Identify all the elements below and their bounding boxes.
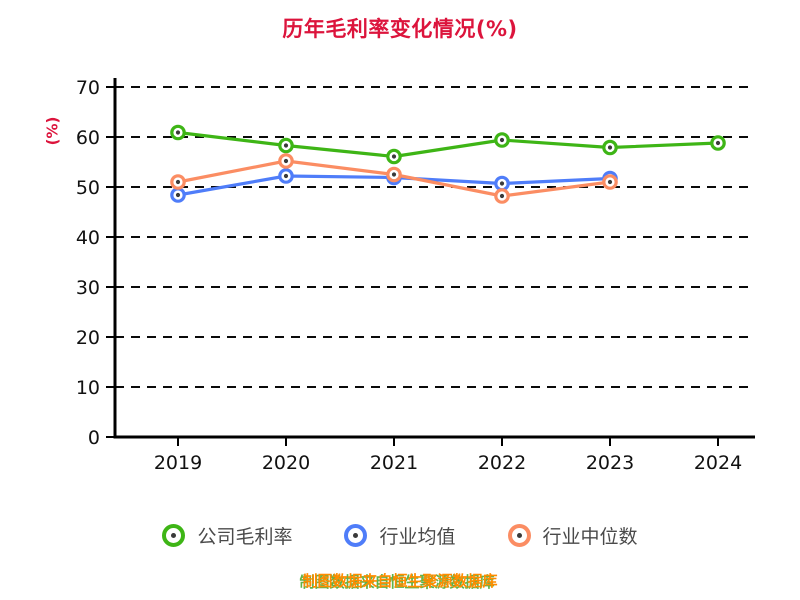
legend-marker-icon (507, 524, 531, 547)
y-tick-label: 60 (76, 127, 100, 149)
legend-label: 行业均值 (379, 526, 456, 548)
legend-marker-icon (344, 524, 368, 547)
y-tick-label: 0 (88, 427, 100, 449)
x-tick-label: 2019 (154, 452, 202, 474)
y-tick-label: 70 (76, 77, 100, 99)
legend-marker-dot (353, 533, 359, 538)
legend-label: 公司毛利率 (197, 526, 293, 548)
legend-marker-dot (171, 533, 177, 538)
legend-label: 行业中位数 (542, 526, 638, 548)
series-公司毛利率 (170, 124, 726, 165)
data-point-center-dot (175, 130, 181, 135)
data-point-center-dot (283, 158, 289, 164)
x-tick-label: 2021 (370, 452, 418, 474)
data-point-center-dot (391, 172, 397, 177)
data-point-center-dot (175, 179, 181, 185)
y-tick-label: 20 (76, 327, 100, 349)
x-tick-label: 2023 (586, 452, 634, 474)
x-tick-label: 2022 (478, 452, 526, 474)
data-point-center-dot (499, 193, 505, 199)
y-tick-label: 50 (76, 177, 100, 199)
data-point-center-dot (175, 192, 181, 198)
legend: 公司毛利率 行业均值 行业中位数 (0, 522, 800, 549)
y-tick-label: 40 (76, 227, 100, 249)
data-source-note: 制图数据来自恒生聚源数据库 (302, 572, 498, 590)
data-point-center-dot (283, 173, 289, 179)
data-point-center-dot (391, 154, 397, 159)
gridlines (115, 86, 755, 388)
axes (113, 78, 755, 439)
x-tick-label: 2020 (262, 452, 310, 474)
data-point-center-dot (499, 137, 505, 143)
data-point-center-dot (283, 143, 289, 148)
legend-item: 公司毛利率 (162, 522, 292, 549)
series-行业中位数 (170, 153, 618, 204)
legend-item: 行业均值 (344, 522, 456, 549)
data-point-center-dot (499, 181, 505, 186)
y-tick-label: 10 (76, 377, 100, 399)
legend-marker-dot (516, 533, 522, 538)
legend-item: 行业中位数 (507, 522, 638, 549)
data-point-center-dot (607, 145, 613, 150)
chart-title: 历年毛利率变化情况(%) (282, 17, 518, 41)
data-point-center-dot (715, 140, 721, 146)
data-point-center-dot (607, 179, 613, 185)
x-tick-label: 2024 (694, 452, 742, 474)
legend-marker-icon (162, 524, 186, 547)
y-tick-label: 30 (76, 277, 100, 299)
